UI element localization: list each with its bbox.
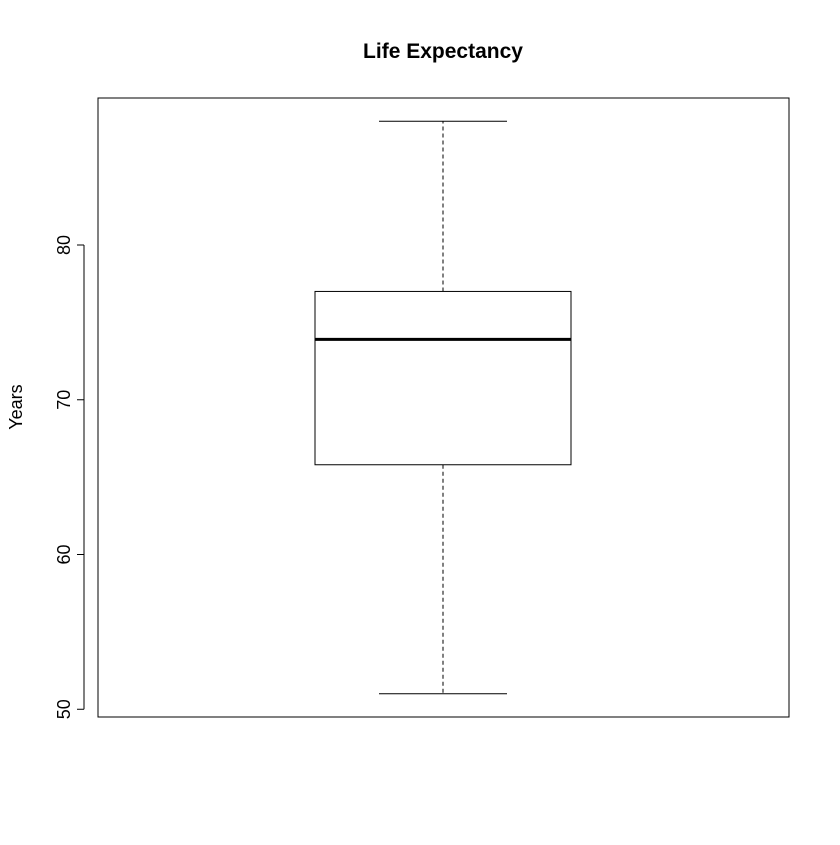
y-tick-label: 60 (54, 544, 74, 564)
box-series (314, 120, 572, 695)
plot-frame (97, 97, 790, 718)
y-tick-label: 50 (54, 699, 74, 719)
y-axis-label: Years (6, 384, 26, 429)
y-axis: 50 60 70 80 (54, 235, 85, 719)
y-tick-label: 70 (54, 390, 74, 410)
chart-title: Life Expectancy (363, 40, 523, 63)
interquartile-box (314, 290, 572, 466)
y-tick-label: 80 (54, 235, 74, 255)
